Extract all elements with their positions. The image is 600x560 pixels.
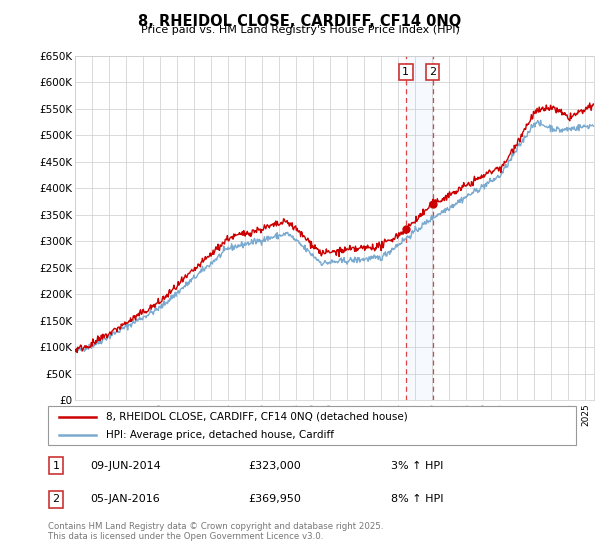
Text: HPI: Average price, detached house, Cardiff: HPI: Average price, detached house, Card… bbox=[106, 431, 334, 440]
Text: 8, RHEIDOL CLOSE, CARDIFF, CF14 0NQ (detached house): 8, RHEIDOL CLOSE, CARDIFF, CF14 0NQ (det… bbox=[106, 412, 408, 422]
Text: Price paid vs. HM Land Registry's House Price Index (HPI): Price paid vs. HM Land Registry's House … bbox=[140, 25, 460, 35]
Text: 2: 2 bbox=[52, 494, 59, 504]
Text: 1: 1 bbox=[52, 460, 59, 470]
Text: £369,950: £369,950 bbox=[248, 494, 302, 504]
Text: £323,000: £323,000 bbox=[248, 460, 301, 470]
Text: 8, RHEIDOL CLOSE, CARDIFF, CF14 0NQ: 8, RHEIDOL CLOSE, CARDIFF, CF14 0NQ bbox=[139, 14, 461, 29]
Text: 3% ↑ HPI: 3% ↑ HPI bbox=[391, 460, 443, 470]
Text: 2: 2 bbox=[429, 67, 436, 77]
Bar bbox=[406, 56, 433, 400]
Text: Contains HM Land Registry data © Crown copyright and database right 2025.
This d: Contains HM Land Registry data © Crown c… bbox=[48, 522, 383, 542]
Text: 05-JAN-2016: 05-JAN-2016 bbox=[90, 494, 160, 504]
Text: 8% ↑ HPI: 8% ↑ HPI bbox=[391, 494, 444, 504]
Text: 09-JUN-2014: 09-JUN-2014 bbox=[90, 460, 161, 470]
Text: 1: 1 bbox=[402, 67, 409, 77]
